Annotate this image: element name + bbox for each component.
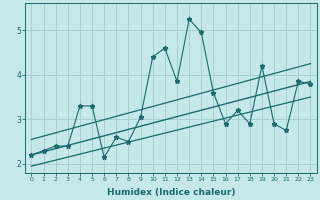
X-axis label: Humidex (Indice chaleur): Humidex (Indice chaleur) bbox=[107, 188, 235, 197]
